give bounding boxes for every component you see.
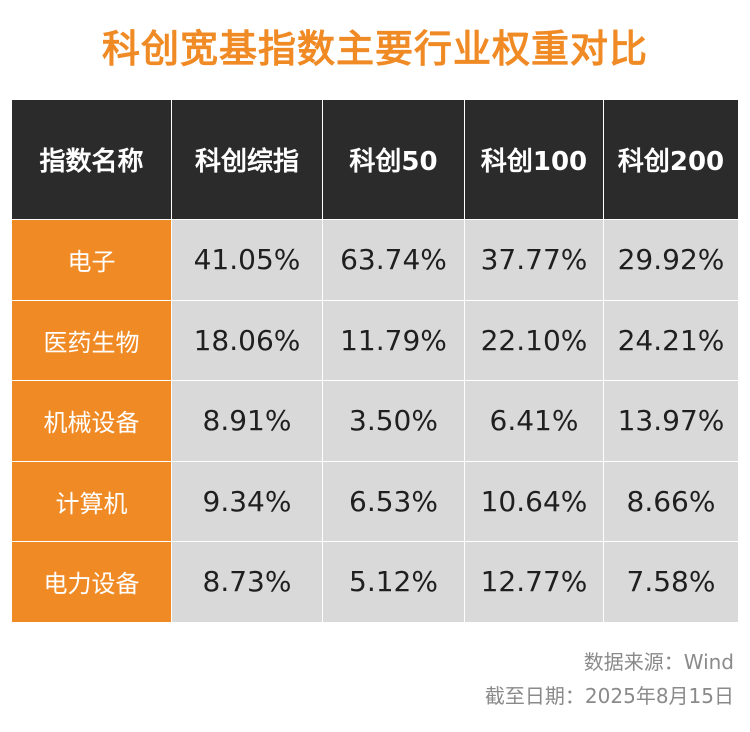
table-row: 电力设备 8.73% 5.12% 12.77% 7.58% (12, 542, 738, 623)
table-row: 机械设备 8.91% 3.50% 6.41% 13.97% (12, 381, 738, 462)
table-cell: 41.05% (172, 220, 323, 301)
table-row: 医药生物 18.06% 11.79% 22.10% 24.21% (12, 300, 738, 381)
column-header-star-100: 科创100 (465, 100, 604, 220)
table-cell: 18.06% (172, 300, 323, 381)
column-header-star-50: 科创50 (323, 100, 465, 220)
table-cell: 9.34% (172, 461, 323, 542)
table-cell: 6.53% (323, 461, 465, 542)
table-cell: 5.12% (323, 542, 465, 623)
table-header-row: 指数名称 科创综指 科创50 科创100 科创200 (12, 100, 738, 220)
row-header: 医药生物 (12, 300, 172, 381)
table-cell: 10.64% (465, 461, 604, 542)
column-header-star-composite: 科创综指 (172, 100, 323, 220)
table-row: 电子 41.05% 63.74% 37.77% 29.92% (12, 220, 738, 301)
table-cell: 29.92% (604, 220, 738, 301)
table-cell: 24.21% (604, 300, 738, 381)
table-row: 计算机 9.34% 6.53% 10.64% 8.66% (12, 461, 738, 542)
column-header-star-200: 科创200 (604, 100, 738, 220)
table-cell: 6.41% (465, 381, 604, 462)
row-header: 计算机 (12, 461, 172, 542)
table-cell: 8.73% (172, 542, 323, 623)
row-header: 电子 (12, 220, 172, 301)
table-cell: 7.58% (604, 542, 738, 623)
as-of-date-note: 截至日期：2025年8月15日 (484, 684, 734, 708)
column-header-index-name: 指数名称 (12, 100, 172, 220)
table-cell: 3.50% (323, 381, 465, 462)
data-source-note: 数据来源：Wind (583, 650, 734, 674)
chart-title: 科创宽基指数主要行业权重对比 (101, 27, 648, 71)
row-header: 电力设备 (12, 542, 172, 623)
industry-weight-table: 指数名称 科创综指 科创50 科创100 科创200 电子 41.05% 63.… (12, 100, 738, 623)
row-header: 机械设备 (12, 381, 172, 462)
table-cell: 12.77% (465, 542, 604, 623)
table-cell: 8.66% (604, 461, 738, 542)
table-cell: 22.10% (465, 300, 604, 381)
table-cell: 11.79% (323, 300, 465, 381)
table-cell: 13.97% (604, 381, 738, 462)
table-cell: 37.77% (465, 220, 604, 301)
table-cell: 63.74% (323, 220, 465, 301)
table-cell: 8.91% (172, 381, 323, 462)
